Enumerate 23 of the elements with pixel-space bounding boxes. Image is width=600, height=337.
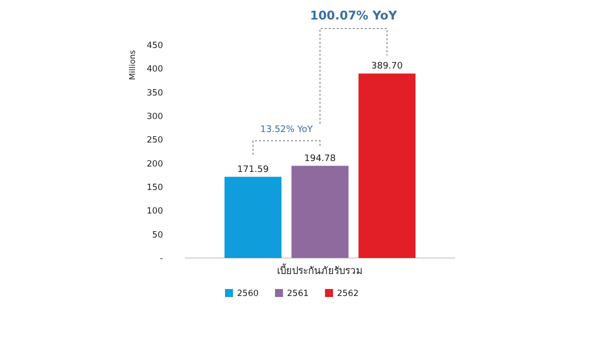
y-tick-label: -: [160, 254, 163, 264]
legend-label: 2560: [237, 289, 259, 299]
y-tick-label: 450: [146, 41, 163, 51]
bar: [358, 74, 416, 258]
y-tick-label: 150: [146, 183, 163, 193]
y-axis-title: Millions: [128, 50, 137, 80]
y-tick-label: 400: [146, 64, 163, 75]
legend-label: 2562: [337, 289, 359, 299]
y-tick-label: 250: [146, 136, 163, 146]
annotation: 13.52% YoY: [260, 124, 314, 135]
data-label: 171.59: [237, 164, 270, 175]
y-tick-label: 300: [146, 112, 163, 122]
y-tick-label: 100: [146, 206, 163, 217]
y-tick-label: 50: [152, 230, 163, 240]
text: 100.07% YoY: [310, 8, 398, 23]
bar: [292, 166, 348, 258]
data-label: 194.78: [304, 154, 336, 164]
data-label: 389.70: [371, 62, 404, 72]
legend-label: 2561: [287, 289, 309, 299]
x-tick-label: เบี้ยประกันภัยรับรวม: [277, 263, 363, 277]
bar: [224, 176, 282, 258]
y-tick-label: 200: [146, 159, 163, 170]
y-tick-label: 350: [146, 88, 163, 98]
